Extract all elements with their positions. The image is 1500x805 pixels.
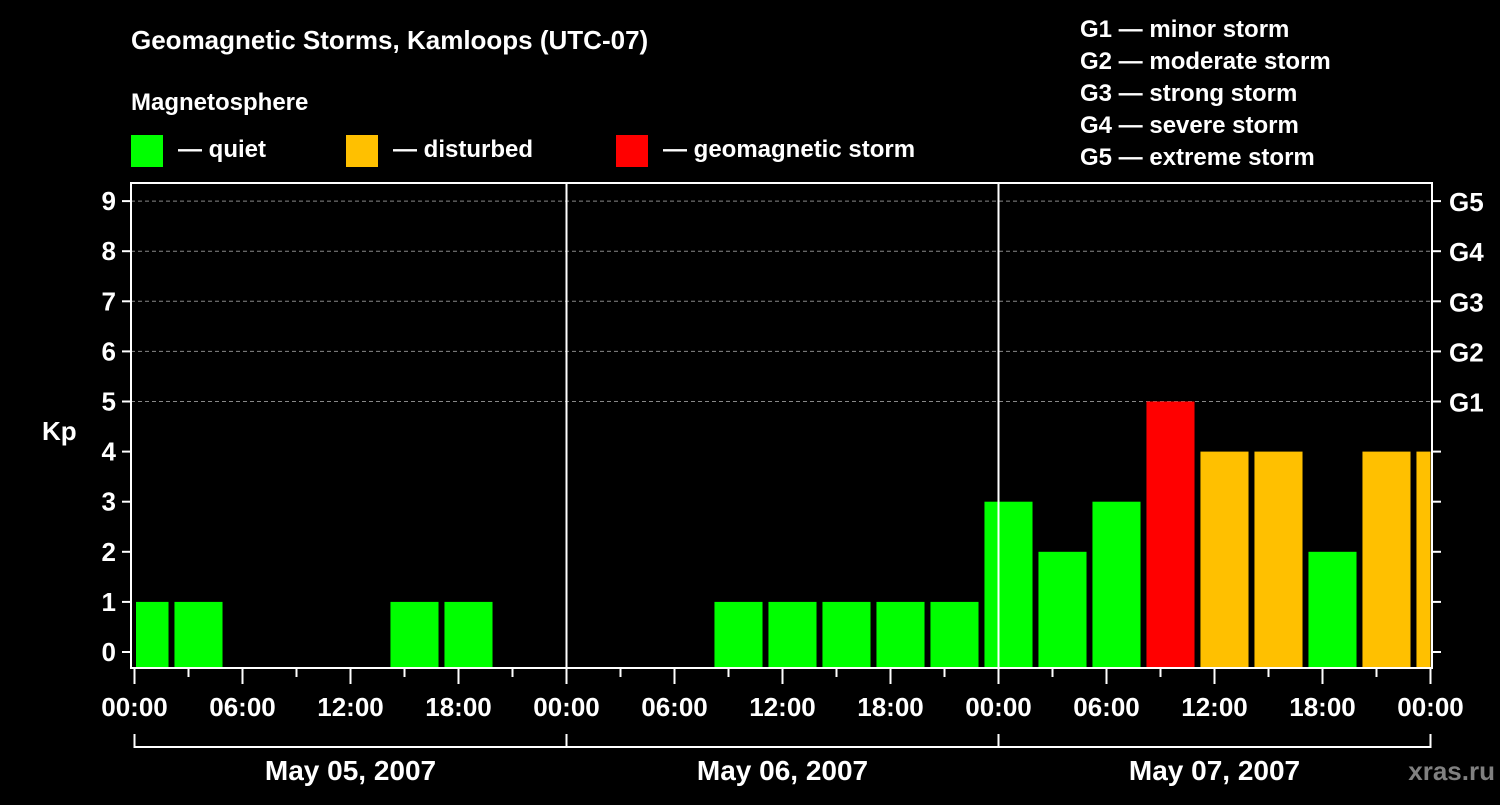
x-tick-label: 00:00 xyxy=(1397,692,1464,722)
storm-scale-item: G3 — strong storm xyxy=(1080,80,1297,107)
bar-kp-4 xyxy=(1254,451,1303,668)
x-tick-label: 00:00 xyxy=(965,692,1032,722)
bar-kp-5 xyxy=(1146,401,1195,668)
storm-scale-item: G2 — moderate storm xyxy=(1080,48,1331,75)
chart-title: Geomagnetic Storms, Kamloops (UTC-07) xyxy=(131,25,648,55)
bar-kp-1 xyxy=(444,601,493,668)
storm-scale-legend: G1 — minor storm G2 — moderate storm G3 — … xyxy=(1080,16,1331,171)
y-tick-label: 0 xyxy=(102,637,116,667)
bar-kp-3 xyxy=(1092,501,1141,668)
g-level-label: G2 xyxy=(1449,337,1484,367)
storm-scale-item: G5 — extreme storm xyxy=(1080,144,1315,171)
x-tick-label: 00:00 xyxy=(101,692,168,722)
bar-kp-1 xyxy=(930,601,979,668)
bar-kp-2 xyxy=(1308,551,1357,668)
legend-swatch xyxy=(616,135,648,167)
legend-label: — quiet xyxy=(178,136,266,163)
y-tick-label: 3 xyxy=(102,487,116,517)
y-tick-label: 7 xyxy=(102,286,116,316)
x-tick-label: 18:00 xyxy=(857,692,924,722)
x-tick-label: 00:00 xyxy=(533,692,600,722)
bar-kp-1 xyxy=(714,601,763,668)
bar-kp-1 xyxy=(174,601,223,668)
day-label: May 05, 2007 xyxy=(265,755,436,786)
x-tick-label: 18:00 xyxy=(425,692,492,722)
legend-swatch xyxy=(346,135,378,167)
date-bracket xyxy=(133,734,1432,748)
day-label: May 06, 2007 xyxy=(697,755,868,786)
bars xyxy=(136,401,1431,668)
axes: 0 1 2 3 4 5 6 7 8 9 G1 G2 G3 G4 G5 00:00 06:00 12:00 18:00… xyxy=(101,182,1484,786)
y-tick-label: 5 xyxy=(102,387,116,417)
g-level-label: G3 xyxy=(1449,287,1484,317)
bar-kp-1 xyxy=(390,601,439,668)
g-level-label: G5 xyxy=(1449,187,1484,217)
bar-kp-3 xyxy=(984,501,1033,668)
x-tick-label: 06:00 xyxy=(641,692,708,722)
x-tick-label: 18:00 xyxy=(1289,692,1356,722)
legend-label: — disturbed xyxy=(393,136,533,163)
legend-title: Magnetosphere xyxy=(131,89,308,116)
bar-kp-4 xyxy=(1200,451,1249,668)
x-tick-label: 06:00 xyxy=(1073,692,1140,722)
legend-swatch xyxy=(131,135,163,167)
legend-label: — geomagnetic storm xyxy=(663,136,915,163)
x-tick-label: 06:00 xyxy=(209,692,276,722)
bar-kp-1 xyxy=(822,601,871,668)
x-tick-label: 12:00 xyxy=(749,692,816,722)
bar-kp-4 xyxy=(1362,451,1411,668)
y-tick-label: 4 xyxy=(102,437,117,467)
y-axis-label: Kp xyxy=(42,416,77,446)
y-tick-label: 9 xyxy=(102,186,116,216)
y-tick-label: 1 xyxy=(102,587,116,617)
day-label: May 07, 2007 xyxy=(1129,755,1300,786)
y-tick-label: 6 xyxy=(102,336,116,366)
grid xyxy=(131,200,1432,402)
g-level-label: G4 xyxy=(1449,237,1484,267)
bar-kp-2 xyxy=(1038,551,1087,668)
bar-kp-1 xyxy=(768,601,817,668)
g-level-label: G1 xyxy=(1449,388,1484,418)
legend: — quiet — disturbed — geomagnetic storm xyxy=(131,135,915,167)
x-tick-label: 12:00 xyxy=(1181,692,1248,722)
bar-kp-1 xyxy=(136,601,169,668)
x-tick-label: 12:00 xyxy=(317,692,384,722)
storm-scale-item: G1 — minor storm xyxy=(1080,16,1289,43)
bar-kp-1 xyxy=(876,601,925,668)
bar-kp-4 xyxy=(1416,451,1431,668)
y-tick-label: 8 xyxy=(102,236,116,266)
storm-scale-item: G4 — severe storm xyxy=(1080,112,1299,139)
y-tick-label: 2 xyxy=(102,537,116,567)
watermark: xras.ru xyxy=(1408,756,1495,786)
